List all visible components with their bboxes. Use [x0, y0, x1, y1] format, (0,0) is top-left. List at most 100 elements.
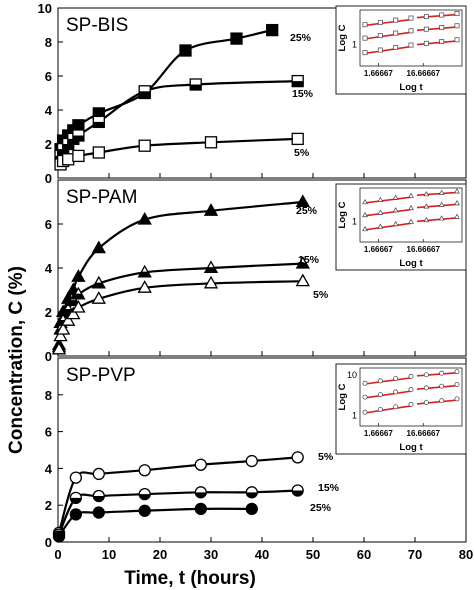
x-tick-label: 40 — [255, 547, 269, 562]
x-tick-label: 10 — [102, 547, 116, 562]
inset-fit-line — [362, 390, 412, 399]
data-point-half-fill — [195, 492, 207, 498]
y-tick-label: 4 — [45, 461, 53, 476]
inset-x-tick-label: 1.66667 — [364, 245, 393, 254]
data-point-half-fill — [139, 494, 151, 500]
inset-marker — [423, 191, 430, 197]
data-point — [137, 211, 152, 225]
inset-marker — [454, 213, 460, 219]
data-point — [62, 153, 75, 166]
inset-y-axis-label: Log C — [337, 383, 348, 410]
data-point — [179, 44, 192, 57]
inset-marker — [377, 196, 384, 202]
data-point — [53, 328, 68, 342]
inset-marker — [362, 394, 368, 400]
inset-marker — [392, 194, 399, 200]
data-point — [291, 451, 304, 464]
inset-x-axis-label: Log t — [399, 258, 423, 269]
data-point — [138, 504, 151, 517]
data-point — [71, 269, 86, 282]
data-point-half-fill — [246, 492, 258, 498]
inset-x-axis-label: Log t — [399, 442, 423, 453]
inset-marker — [408, 373, 414, 379]
inset-marker — [454, 37, 460, 43]
series-line — [57, 280, 303, 350]
inset-marker — [454, 11, 460, 16]
inset-fit-line — [362, 31, 412, 40]
panel-title: SP-BIS — [66, 15, 128, 36]
data-point-half-fill — [292, 81, 304, 87]
panel-title: SP-PVP — [66, 365, 136, 386]
data-point — [137, 280, 152, 293]
data-point — [138, 139, 151, 152]
series-label: 25% — [290, 32, 312, 44]
data-point-half-fill — [70, 497, 82, 504]
inset-marker — [393, 376, 399, 381]
data-point-half-fill — [57, 149, 69, 155]
y-tick-label: 2 — [45, 305, 52, 320]
inset-marker — [408, 42, 414, 48]
inset-marker — [423, 216, 430, 223]
inset-marker — [408, 401, 414, 407]
inset-marker — [438, 215, 445, 221]
inset-marker — [362, 380, 368, 386]
inset-axes-frame — [359, 9, 463, 67]
y-tick-label: 6 — [45, 425, 52, 440]
data-point — [194, 502, 207, 516]
y-tick-label: 8 — [45, 35, 52, 50]
inset-marker — [454, 23, 460, 29]
x-tick-label: 60 — [357, 547, 371, 562]
series-label: 5% — [313, 289, 329, 301]
data-point — [71, 299, 86, 313]
y-tick-label: 0 — [45, 349, 52, 364]
y-tick-label: 4 — [45, 103, 53, 118]
inset-y-tick-label: 1 — [352, 411, 357, 421]
inset-panel-3: 1.66667 16.66667 1 10 Log C Log t — [335, 363, 467, 455]
inset-marker — [362, 35, 368, 41]
inset-marker — [377, 378, 383, 384]
data-point-half-fill — [204, 267, 218, 273]
inset-marker — [439, 398, 445, 404]
inset-marker — [393, 44, 399, 50]
y-tick-label: 0 — [45, 171, 52, 186]
inset-marker — [423, 14, 429, 19]
inset-marker — [439, 25, 445, 30]
inset-panel-2: 1.66667 16.66667 1 Log C Log t — [335, 183, 467, 271]
inset-marker — [362, 50, 368, 56]
data-point — [295, 194, 310, 208]
series-label: 25% — [310, 502, 332, 514]
series-line — [59, 29, 273, 150]
inset-y-tick-label: 1 — [352, 40, 357, 50]
data-point — [72, 149, 85, 163]
y-tick-label: 6 — [45, 69, 52, 84]
data-point-half-fill — [62, 144, 74, 150]
series-label: 15% — [292, 88, 314, 100]
inset-marker — [454, 369, 460, 375]
inset-marker — [439, 370, 445, 376]
data-point — [203, 203, 219, 216]
inset-fit-line — [362, 377, 412, 386]
data-point — [245, 502, 258, 516]
inset-y-axis-label: Log C — [337, 24, 348, 51]
inset-y-tick-label: 10 — [347, 370, 357, 380]
inset-marker — [362, 409, 368, 415]
y-tick-label: 4 — [45, 261, 53, 276]
x-tick-label: 70 — [408, 547, 422, 562]
panel-2: 0 2 4 6 SP-PAM 25% 15% 5% 1.66667 16.66667 1 Log C L… — [45, 179, 467, 364]
inset-background — [335, 5, 467, 95]
inset-marker — [408, 192, 414, 198]
x-tick-label: 50 — [306, 547, 320, 562]
inset-axes-frame — [359, 367, 463, 427]
x-axis-label: Time, t (hours) — [124, 568, 256, 589]
data-point-half-fill — [93, 121, 105, 128]
y-tick-label: 2 — [45, 137, 52, 152]
inset-x-tick-label: 1.66667 — [364, 69, 393, 78]
inset-marker — [454, 381, 460, 387]
data-point — [295, 273, 310, 287]
inset-marker — [438, 189, 445, 195]
inset-x-tick-label: 16.66667 — [407, 429, 441, 438]
data-point-half-fill — [92, 282, 105, 288]
inset-marker — [393, 404, 399, 410]
data-point — [72, 119, 85, 132]
inset-marker — [408, 204, 414, 211]
